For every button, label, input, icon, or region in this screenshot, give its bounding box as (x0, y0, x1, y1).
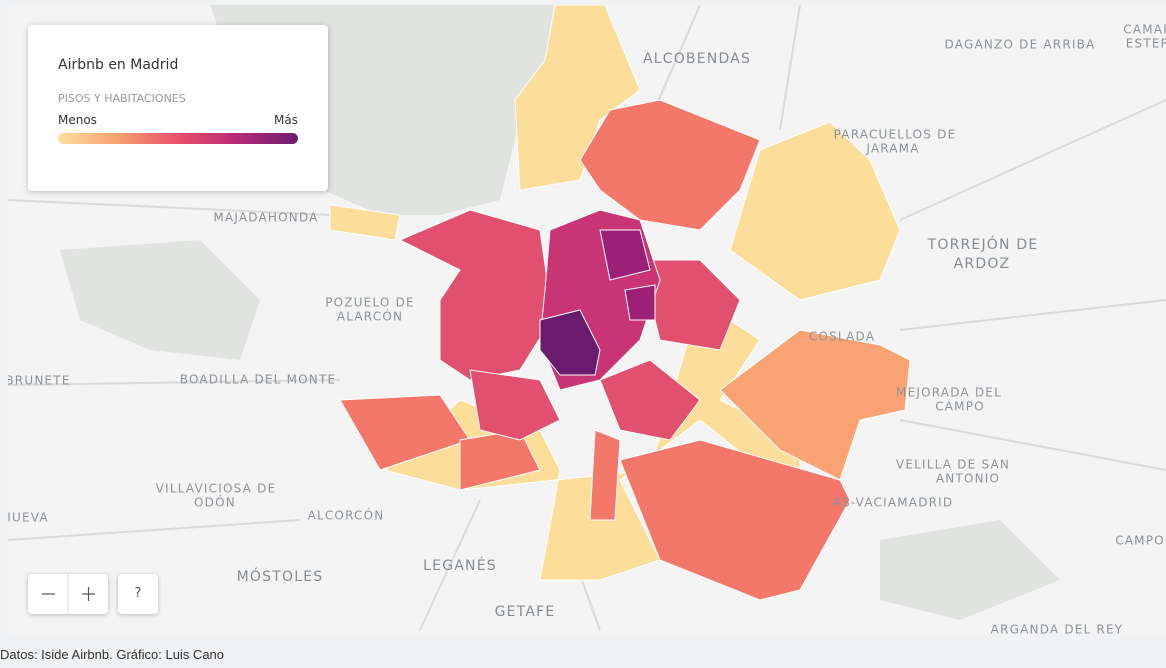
place-label: POZUELO DE (325, 296, 415, 310)
place-label: TORREJÓN DE (927, 235, 1039, 253)
map: ALCOBENDAS DAGANZO DE ARRIBA CAMARESTER PAR… (8, 5, 1166, 635)
place-label: GETAFE (495, 604, 556, 620)
place-label: ARGANDA DEL REY (991, 623, 1124, 636)
legend: Airbnb en Madrid PISOS Y HABITACIONES Me… (28, 25, 328, 191)
zoom-in[interactable] (68, 574, 108, 614)
legend-high: Más (274, 113, 298, 127)
place-label: ALARCÓN (337, 309, 403, 324)
zoom-controls (28, 574, 108, 614)
place-label: AS-VACIAMADRID (833, 496, 954, 510)
zoom-icons (28, 574, 108, 614)
place-label: PARACUELLOS DE (834, 128, 957, 142)
place-label: LEGANÉS (423, 557, 497, 574)
help-button[interactable]: ? (118, 574, 158, 614)
place-label: BRUNETE (8, 374, 71, 388)
legend-low: Menos (58, 113, 97, 127)
place-label: CAMPO (935, 400, 985, 414)
place-label: IUEVA (8, 511, 49, 525)
place-label: ALCORCÓN (308, 508, 385, 523)
place-label: COSLADA (809, 330, 875, 344)
place-label: MAJADAHONDA (213, 211, 318, 225)
legend-gradient (58, 133, 298, 144)
place-label: CAMPO (1115, 534, 1165, 548)
districts (329, 5, 911, 601)
legend-subtitle: PISOS Y HABITACIONES (58, 92, 186, 105)
place-label: VELILLA DE SAN (896, 458, 1010, 472)
place-label: CAMAR (1123, 23, 1166, 37)
place-label: JARAMA (865, 142, 919, 156)
place-label: ANTONIO (936, 472, 1000, 486)
place-label: BOADILLA DEL MONTE (180, 373, 337, 387)
place-label: VILLAVICIOSA DE (156, 482, 277, 496)
place-label: ODÓN (194, 495, 236, 510)
place-label: DAGANZO DE ARRIBA (945, 38, 1096, 52)
place-label: ESTER (1126, 37, 1166, 51)
place-label: MÓSTOLES (237, 567, 324, 585)
footer: Datos: Iside Airbnb. Gráfico: Luis Cano (0, 647, 225, 662)
legend-title: Airbnb en Madrid (58, 57, 179, 73)
zoom-out[interactable] (28, 574, 68, 614)
place-label: ALCOBENDAS (643, 51, 751, 67)
place-label: ARDOZ (954, 256, 1011, 272)
place-label: MEJORADA DEL (896, 386, 1002, 400)
